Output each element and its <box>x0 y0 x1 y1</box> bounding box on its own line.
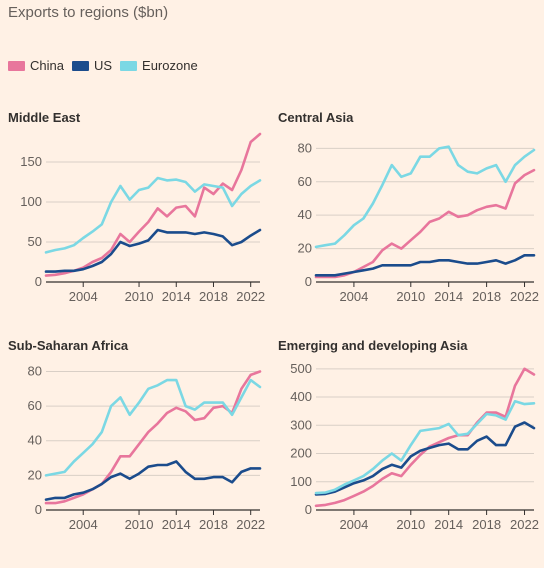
x-tick-label: 2018 <box>472 517 501 532</box>
legend-label-eurozone: Eurozone <box>142 58 198 73</box>
chart-title: Exports to regions ($bn) <box>8 4 169 21</box>
y-tick-label: 150 <box>20 154 42 169</box>
y-tick-label: 0 <box>305 274 312 289</box>
legend-label-us: US <box>93 58 113 73</box>
panel-title-central-asia: Central Asia <box>278 110 354 125</box>
panel-middle-east: Middle East 0 50 100 150 2004 2010 2014 2018 202… <box>8 110 280 340</box>
legend-swatch-us <box>71 60 89 71</box>
x-tick-label: 2004 <box>339 289 368 304</box>
legend-item-eurozone: Eurozone <box>120 58 198 73</box>
x-tick-label: 2014 <box>162 289 191 304</box>
y-tick-label: 300 <box>290 417 312 432</box>
series-line-us <box>314 254 536 277</box>
series-line-china <box>314 367 536 508</box>
y-tick-label: 0 <box>35 502 42 517</box>
x-tick-label: 2018 <box>199 517 228 532</box>
x-tick-label: 2010 <box>396 289 425 304</box>
panel-title-emerging-asia: Emerging and developing Asia <box>278 338 468 353</box>
y-tick-label: 40 <box>28 433 42 448</box>
y-tick-label: 50 <box>28 234 42 249</box>
y-tick-label: 60 <box>298 174 312 189</box>
series-line-us <box>44 460 262 501</box>
y-tick-label: 20 <box>298 241 312 256</box>
series-line-eurozone <box>44 176 262 254</box>
series-line-eurozone <box>314 145 536 249</box>
y-tick-label: 40 <box>298 207 312 222</box>
series-line-us <box>44 228 262 273</box>
series-line-china <box>44 370 262 505</box>
x-tick-label: 2014 <box>162 517 191 532</box>
y-tick-label: 400 <box>290 389 312 404</box>
y-tick-label: 20 <box>28 467 42 482</box>
x-tick-label: 2010 <box>125 517 154 532</box>
x-tick-label: 2010 <box>396 517 425 532</box>
legend-swatch-china <box>8 60 25 71</box>
legend-swatch-eurozone <box>120 60 138 71</box>
x-tick-label: 2018 <box>199 289 228 304</box>
panel-emerging-asia: Emerging and developing Asia 0 100 200 300 4… <box>278 338 544 568</box>
series-line-eurozone <box>44 378 262 477</box>
x-tick-label: 2014 <box>434 517 463 532</box>
chart-middle-east: 0 50 100 150 2004 2010 2014 2018 2022 <box>20 132 265 304</box>
chart-central-asia: 0 20 40 60 80 2004 2010 2014 2018 2022 <box>298 140 539 304</box>
y-tick-label: 80 <box>28 363 42 378</box>
x-tick-label: 2022 <box>510 289 539 304</box>
series-line-us <box>314 421 536 496</box>
x-tick-label: 2022 <box>236 289 265 304</box>
y-tick-label: 500 <box>290 361 312 376</box>
y-tick-label: 0 <box>35 274 42 289</box>
chart-emerging-asia: 0 100 200 300 400 500 2004 2010 2014 2018 2022 <box>290 361 539 532</box>
y-tick-label: 80 <box>298 140 312 155</box>
panel-sub-saharan-africa: Sub-Saharan Africa 0 20 40 60 80 2004 2010 2014… <box>8 338 280 568</box>
legend-item-us: US <box>71 58 113 73</box>
y-tick-label: 200 <box>290 446 312 461</box>
y-tick-label: 0 <box>305 502 312 517</box>
panel-central-asia: Central Asia 0 20 40 60 80 2004 2010 2014 2018 20… <box>278 110 544 340</box>
x-tick-label: 2010 <box>125 289 154 304</box>
y-tick-label: 100 <box>20 194 42 209</box>
x-tick-label: 2022 <box>510 517 539 532</box>
x-tick-label: 2004 <box>69 517 98 532</box>
legend-item-china: China <box>8 58 64 73</box>
x-tick-label: 2018 <box>472 289 501 304</box>
panel-title-middle-east: Middle East <box>8 110 81 125</box>
series-line-eurozone <box>314 400 536 495</box>
chart-sub-saharan-africa: 0 20 40 60 80 2004 2010 2014 2018 2022 <box>28 363 266 532</box>
x-tick-label: 2022 <box>236 517 265 532</box>
legend-label-china: China <box>30 58 64 73</box>
y-tick-label: 60 <box>28 398 42 413</box>
y-tick-label: 100 <box>290 474 312 489</box>
legend: China US Eurozone <box>8 58 206 73</box>
series-line-china <box>44 132 262 277</box>
x-tick-label: 2014 <box>434 289 463 304</box>
x-tick-label: 2004 <box>339 517 368 532</box>
panel-title-sub-saharan-africa: Sub-Saharan Africa <box>8 338 129 353</box>
x-tick-label: 2004 <box>69 289 98 304</box>
